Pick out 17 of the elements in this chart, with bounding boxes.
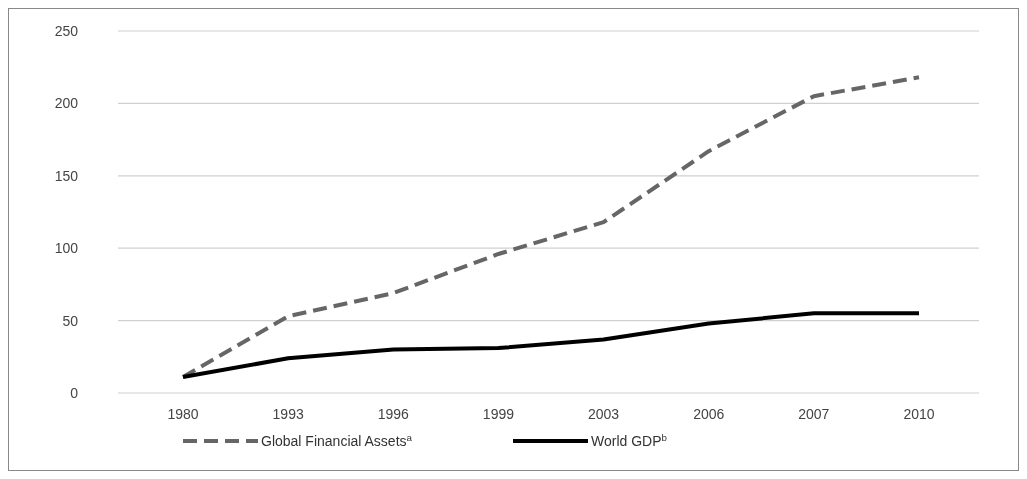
legend-label: World GDP$^{b}$ — [591, 431, 668, 449]
y-tick-label: 100 — [54, 240, 79, 257]
line-series — [181, 311, 921, 380]
y-tick-label: 200 — [54, 95, 79, 112]
y-tick-label: 0 — [70, 384, 79, 401]
y-tick-label: 150 — [54, 167, 79, 184]
y-tick-label: 50 — [62, 312, 79, 329]
x-tick-label: 2007 — [798, 406, 830, 422]
x-tick-label: 2003 — [587, 406, 620, 422]
x-tick-label: 2006 — [693, 406, 725, 422]
legend-label: Global Financial Assets$^{a}$ — [261, 431, 413, 449]
x-tick-label: 1980 — [167, 406, 199, 422]
x-tick-label: 1993 — [272, 406, 304, 422]
x-tick-label: 1996 — [377, 406, 410, 422]
y-tick-label: 250 — [54, 22, 79, 39]
x-tick-label: 2010 — [903, 406, 935, 422]
x-tick-label: 1999 — [482, 406, 515, 422]
